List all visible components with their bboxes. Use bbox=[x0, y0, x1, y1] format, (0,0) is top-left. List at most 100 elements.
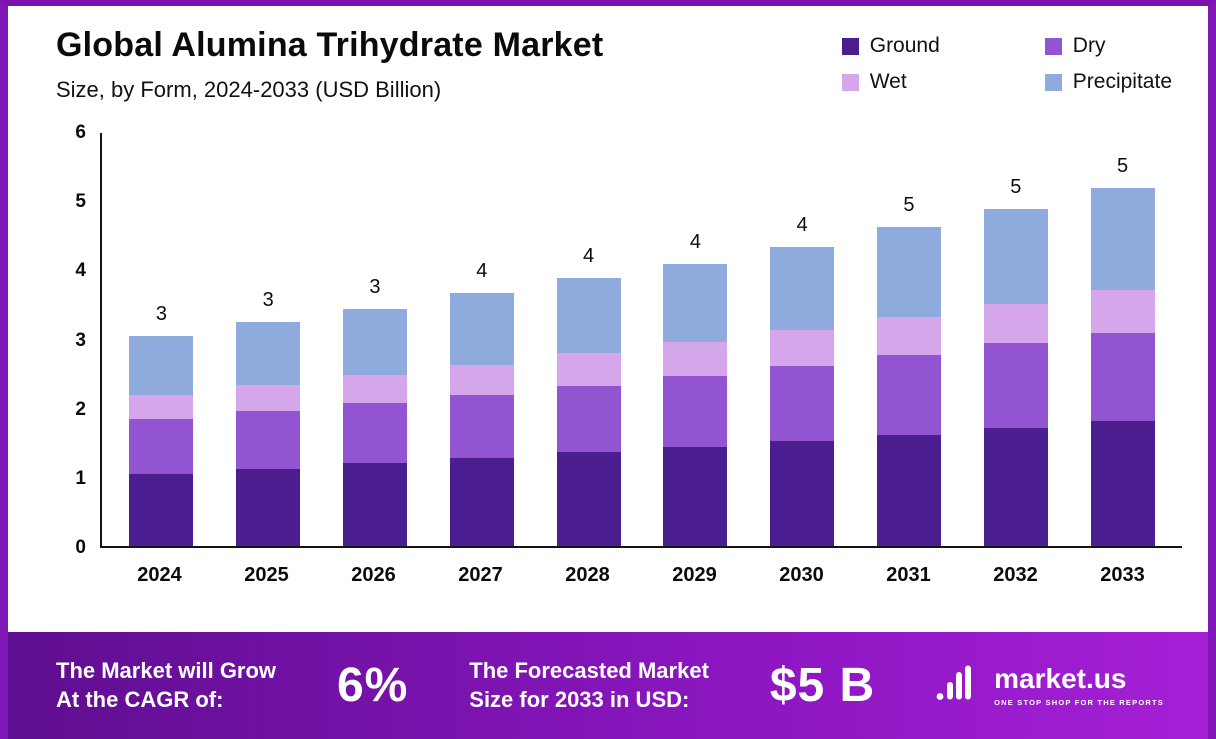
market-us-logo-icon bbox=[936, 665, 982, 706]
page-title: Global Alumina Trihydrate Market bbox=[56, 26, 604, 64]
x-tick-label: 2030 bbox=[779, 564, 824, 586]
bar-segment-precipitate bbox=[236, 322, 301, 385]
x-tick-label: 2029 bbox=[672, 564, 717, 586]
y-tick-label: 3 bbox=[75, 329, 86, 351]
bar-segment-wet bbox=[770, 329, 835, 366]
bar-segment-ground bbox=[556, 452, 621, 546]
bar-column-2032: 5 bbox=[962, 133, 1069, 546]
stacked-bar bbox=[770, 246, 835, 546]
bar-segment-wet bbox=[129, 394, 194, 419]
bar-total-label: 5 bbox=[1010, 175, 1022, 198]
bar-column-2033: 5 bbox=[1069, 133, 1176, 546]
bar-column-2027: 4 bbox=[428, 133, 535, 546]
legend-swatch-ground bbox=[841, 37, 859, 55]
legend-label: Dry bbox=[1072, 34, 1106, 57]
bar-segment-ground bbox=[876, 434, 941, 546]
legend-item-wet: Wet bbox=[841, 70, 940, 94]
market-us-logo: market.us ONE STOP SHOP FOR THE REPORTS bbox=[936, 662, 1164, 707]
bar-segment-dry bbox=[770, 365, 835, 441]
y-tick-label: 5 bbox=[75, 191, 86, 213]
brand-text: market.us ONE STOP SHOP FOR THE REPORTS bbox=[994, 662, 1164, 707]
bar-column-2026: 3 bbox=[322, 133, 429, 546]
legend-item-dry: Dry bbox=[1044, 34, 1172, 58]
bar-total-label: 4 bbox=[796, 213, 808, 236]
x-tick-label: 2026 bbox=[351, 564, 396, 586]
bar-segment-ground bbox=[129, 473, 194, 546]
bar-column-2024: 3 bbox=[108, 133, 215, 546]
bar-segment-ground bbox=[236, 468, 301, 546]
y-tick-label: 6 bbox=[75, 122, 86, 143]
bar-segment-wet bbox=[342, 375, 407, 403]
y-tick-label: 2 bbox=[75, 398, 86, 420]
stacked-bar-chart: 0 1 2 3 4 5 6 3 3 3 4 4 4 4 5 5 5 bbox=[56, 122, 1182, 558]
bar-segment-dry bbox=[236, 411, 301, 469]
footer-banner: The Market will Grow At the CAGR of: 6% … bbox=[8, 632, 1208, 739]
x-tick-label: 2025 bbox=[244, 564, 289, 586]
bar-segment-precipitate bbox=[556, 277, 621, 354]
bar-column-2031: 5 bbox=[856, 133, 963, 546]
stacked-bar bbox=[236, 322, 301, 546]
x-tick-label: 2028 bbox=[565, 564, 610, 586]
stacked-bar bbox=[876, 227, 941, 546]
bar-total-label: 5 bbox=[1117, 155, 1129, 178]
bars-container: 3 3 3 4 4 4 4 5 5 5 bbox=[102, 133, 1182, 546]
bar-total-label: 3 bbox=[155, 303, 167, 326]
bar-segment-wet bbox=[663, 341, 728, 376]
bar-segment-ground bbox=[663, 446, 728, 546]
bar-segment-dry bbox=[342, 402, 407, 464]
y-axis: 0 1 2 3 4 5 6 bbox=[56, 122, 100, 558]
bar-segment-wet bbox=[449, 364, 514, 395]
bar-column-2030: 4 bbox=[749, 133, 856, 546]
cagr-label: The Market will Grow At the CAGR of: bbox=[56, 657, 276, 714]
forecast-label: The Forecasted Market Size for 2033 in U… bbox=[469, 657, 709, 714]
x-tick-label: 2033 bbox=[1100, 564, 1145, 586]
x-tick-label: 2027 bbox=[458, 564, 503, 586]
bar-segment-precipitate bbox=[770, 246, 835, 330]
legend-label: Ground bbox=[869, 34, 940, 57]
brand-name: market.us bbox=[994, 662, 1127, 694]
y-tick-label: 4 bbox=[75, 260, 86, 282]
stacked-bar bbox=[1090, 188, 1155, 546]
y-tick-label: 1 bbox=[75, 467, 86, 489]
bar-segment-wet bbox=[236, 384, 301, 412]
bar-segment-precipitate bbox=[342, 308, 407, 376]
stacked-bar bbox=[129, 336, 194, 546]
legend-swatch-precipitate bbox=[1044, 73, 1062, 91]
bar-segment-dry bbox=[983, 342, 1048, 428]
x-axis: 2024 2025 2026 2027 2028 2029 2030 2031 2032 2033 bbox=[100, 564, 1182, 587]
y-tick-label: 0 bbox=[75, 537, 86, 558]
bar-total-label: 3 bbox=[262, 289, 274, 312]
bar-total-label: 5 bbox=[903, 194, 915, 217]
plot-area: 3 3 3 4 4 4 4 5 5 5 bbox=[100, 133, 1182, 548]
bar-segment-precipitate bbox=[1090, 188, 1155, 290]
brand-tagline: ONE STOP SHOP FOR THE REPORTS bbox=[994, 697, 1164, 707]
x-tick-label: 2032 bbox=[993, 564, 1038, 586]
legend-swatch-wet bbox=[841, 73, 859, 91]
bar-segment-dry bbox=[556, 385, 621, 453]
legend-label: Precipitate bbox=[1072, 70, 1172, 93]
bar-total-label: 4 bbox=[689, 230, 701, 253]
bar-segment-wet bbox=[983, 303, 1048, 343]
bar-column-2028: 4 bbox=[535, 133, 642, 546]
bar-segment-dry bbox=[449, 394, 514, 458]
legend-item-ground: Ground bbox=[841, 34, 940, 58]
bar-segment-precipitate bbox=[449, 293, 514, 365]
bar-segment-precipitate bbox=[129, 336, 194, 395]
bar-segment-wet bbox=[1090, 289, 1155, 333]
legend-label: Wet bbox=[869, 70, 907, 93]
bar-column-2029: 4 bbox=[642, 133, 749, 546]
bar-segment-precipitate bbox=[663, 263, 728, 342]
cagr-label-line1: The Market will Grow bbox=[56, 657, 277, 683]
cagr-value: 6% bbox=[336, 659, 409, 712]
stacked-bar bbox=[983, 208, 1048, 546]
bar-segment-wet bbox=[876, 317, 941, 356]
bar-segment-wet bbox=[556, 353, 621, 386]
forecast-label-line2: Size for 2033 in USD: bbox=[469, 686, 690, 712]
header: Global Alumina Trihydrate Market Size, b… bbox=[56, 26, 1182, 103]
bar-segment-ground bbox=[342, 463, 407, 546]
stacked-bar bbox=[663, 263, 728, 546]
bar-segment-dry bbox=[129, 418, 194, 474]
bar-segment-ground bbox=[770, 440, 835, 546]
bar-segment-ground bbox=[449, 457, 514, 546]
